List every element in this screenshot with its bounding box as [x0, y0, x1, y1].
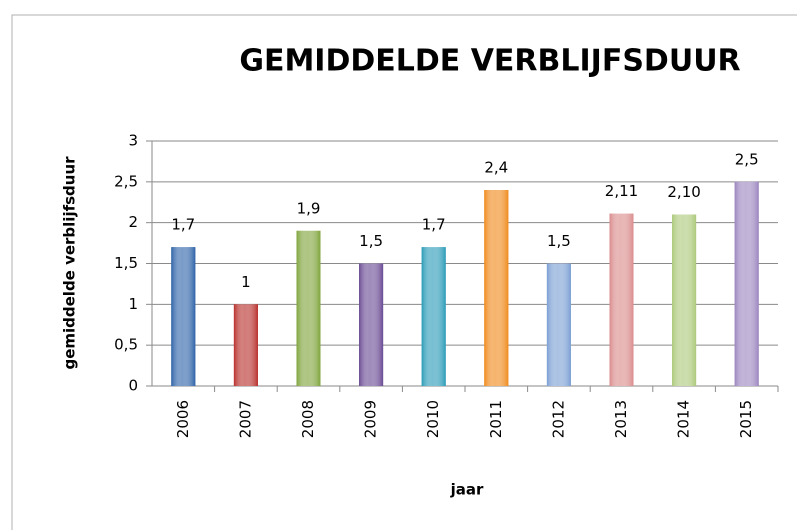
- bar-highlight: [484, 190, 509, 386]
- x-tick-label: 2012: [549, 400, 567, 438]
- bar-highlight: [296, 230, 321, 386]
- y-tick-label: 2,5: [114, 172, 138, 190]
- data-label: 1,9: [297, 199, 321, 217]
- data-label: 1,5: [359, 232, 383, 250]
- x-tick-label: 2009: [362, 400, 380, 438]
- chart-title: GEMIDDELDE VERBLIJFSDUUR: [239, 44, 740, 79]
- bar-highlight: [171, 247, 196, 386]
- x-tick-label: 2010: [424, 400, 442, 438]
- x-tick-label: 2014: [675, 400, 693, 438]
- y-tick-label: 1: [128, 295, 138, 313]
- bar-highlight: [421, 247, 446, 386]
- y-tick-label: 3: [128, 132, 138, 150]
- data-label: 1,7: [422, 216, 446, 234]
- x-tick-label: 2007: [236, 400, 254, 438]
- bar-highlight: [233, 304, 258, 386]
- data-label: 1: [241, 273, 251, 291]
- x-tick-label: 2015: [737, 400, 755, 438]
- y-axis-label: gemiddelde verblijfsduur: [61, 156, 79, 370]
- bar-highlight: [734, 181, 759, 386]
- bar-highlight: [359, 263, 384, 386]
- bar-highlight: [609, 213, 634, 386]
- x-tick-label: 2006: [174, 400, 192, 438]
- y-tick-label: 2: [128, 213, 138, 231]
- x-tick-label: 2008: [299, 400, 317, 438]
- x-axis-label: jaar: [450, 481, 484, 499]
- data-label: 2,10: [667, 183, 700, 201]
- data-label: 1,7: [171, 216, 195, 234]
- data-label: 2,11: [605, 182, 638, 200]
- data-label: 2,4: [484, 159, 508, 177]
- bar-highlight: [546, 263, 571, 386]
- y-tick-label: 0,5: [114, 336, 138, 354]
- y-tick-label: 1,5: [114, 254, 138, 272]
- data-label: 1,5: [547, 232, 571, 250]
- data-label: 2,5: [735, 150, 759, 168]
- chart-frame: [11, 14, 797, 530]
- bar-highlight: [672, 214, 697, 386]
- y-tick-label: 0: [128, 377, 138, 395]
- x-tick-label: 2013: [612, 400, 630, 438]
- x-tick-label: 2011: [487, 400, 505, 438]
